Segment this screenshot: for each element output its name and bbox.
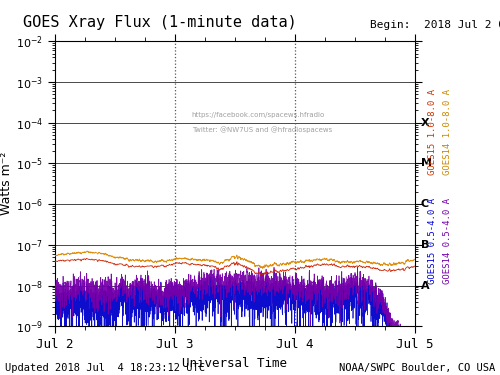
Text: Updated 2018 Jul  4 18:23:12 UTC: Updated 2018 Jul 4 18:23:12 UTC — [5, 363, 205, 373]
Text: B: B — [420, 240, 429, 250]
Text: GOES15 1.0-8.0 A: GOES15 1.0-8.0 A — [428, 90, 437, 176]
Text: GOES14 1.0-8.0 A: GOES14 1.0-8.0 A — [443, 90, 452, 176]
X-axis label: Universal Time: Universal Time — [182, 357, 288, 370]
Text: https://facebook.com/spacews.hfradio: https://facebook.com/spacews.hfradio — [192, 112, 325, 118]
Text: GOES Xray Flux (1-minute data): GOES Xray Flux (1-minute data) — [22, 15, 296, 30]
Text: GOES14 0.5-4.0 A: GOES14 0.5-4.0 A — [443, 198, 452, 284]
Y-axis label: Watts m⁻²: Watts m⁻² — [0, 152, 13, 215]
Text: X: X — [420, 118, 429, 128]
Text: Twitter: @NW7US and @hfradiospacews: Twitter: @NW7US and @hfradiospacews — [192, 126, 332, 133]
Text: GOES15 0.5-4.0 A: GOES15 0.5-4.0 A — [428, 198, 437, 284]
Text: NOAA/SWPC Boulder, CO USA: NOAA/SWPC Boulder, CO USA — [339, 363, 495, 373]
Text: Begin:  2018 Jul 2 0000 UTC: Begin: 2018 Jul 2 0000 UTC — [370, 20, 500, 30]
Text: C: C — [420, 199, 428, 209]
Text: A: A — [420, 280, 429, 291]
Text: M: M — [420, 158, 432, 168]
